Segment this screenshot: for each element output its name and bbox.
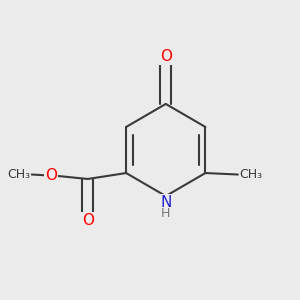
Text: CH₃: CH₃ xyxy=(239,168,262,181)
Text: O: O xyxy=(82,213,94,228)
Text: CH₃: CH₃ xyxy=(7,168,30,181)
Text: N: N xyxy=(160,195,172,210)
Text: H: H xyxy=(161,207,170,220)
Text: O: O xyxy=(45,168,57,183)
Text: O: O xyxy=(160,49,172,64)
